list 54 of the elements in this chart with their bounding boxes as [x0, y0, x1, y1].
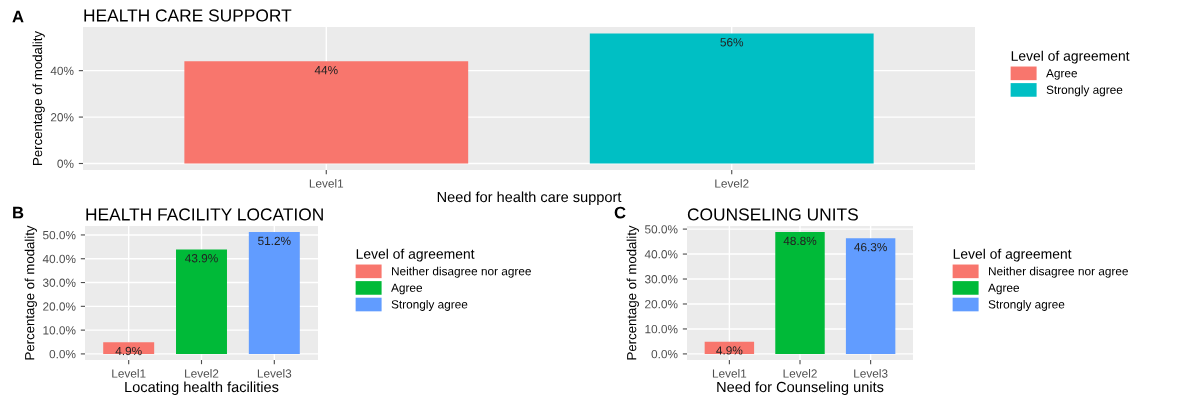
y-tick-label: 0.0% — [651, 349, 678, 359]
legend-title: Level of agreement — [356, 248, 475, 262]
y-tick-label: 30.0% — [644, 275, 678, 284]
legend-title: Level of agreement — [1011, 50, 1130, 64]
legend-label: Neither disagree nor agree — [989, 266, 1128, 278]
x-tick-label: Level1 — [712, 369, 747, 378]
x-axis-title: Need for Counseling units — [717, 381, 884, 396]
x-tick-label: Level1 — [112, 369, 146, 378]
x-tick-label: Level3 — [854, 369, 888, 378]
chart-title: COUNSELING UNITS — [687, 208, 858, 221]
data-label: 56% — [720, 38, 744, 47]
data-label: 46.3% — [854, 242, 887, 252]
y-axis-title: Percentage of modality — [24, 225, 37, 360]
data-label: 4.9% — [716, 346, 743, 355]
data-label: 44% — [314, 65, 338, 75]
text: C — [614, 206, 626, 219]
chart-title: HEALTH FACILITY LOCATION — [86, 208, 323, 221]
data-label: 48.8% — [783, 236, 817, 246]
y-tick-label: 20.0% — [43, 302, 76, 311]
y-tick-label: 50.0% — [644, 225, 678, 234]
y-axis-title: Percentage of modality — [626, 225, 639, 360]
legend-label: Agree — [988, 283, 1020, 295]
y-tick-label: 0% — [57, 159, 74, 168]
legend-label: Strongly agree — [988, 299, 1065, 311]
x-tick-label: Level3 — [257, 369, 292, 378]
x-tick-label: Level2 — [185, 369, 219, 378]
y-tick-label: 40.0% — [42, 254, 76, 264]
x-tick-label: Level1 — [309, 179, 344, 188]
y-axis-title: Percentage of modality — [32, 31, 45, 165]
legend-label: Strongly agree — [1046, 85, 1123, 97]
x-tick-label: Level2 — [783, 369, 817, 378]
chart-title: HEALTH CARE SUPPORT — [84, 9, 292, 22]
data-label: 43.9% — [185, 254, 218, 263]
y-tick-label: 50.0% — [42, 230, 76, 240]
legend-label: Agree — [391, 283, 423, 295]
text: B — [13, 206, 24, 219]
y-tick-label: 40.0% — [644, 250, 678, 259]
y-tick-label: 30.0% — [42, 278, 76, 287]
legend-label: Strongly agree — [391, 299, 468, 311]
x-tick-label: Level2 — [715, 179, 749, 188]
data-label: 51.2% — [258, 236, 291, 246]
data-label: 4.9% — [115, 346, 142, 356]
y-tick-label: 40% — [50, 66, 74, 76]
y-tick-label: 10.0% — [43, 326, 76, 335]
y-tick-label: 0.0% — [49, 349, 76, 359]
legend-title: Level of agreement — [953, 248, 1072, 262]
x-axis-title: Need for health care support — [437, 191, 622, 206]
x-axis-title: Locating health facilities — [125, 381, 279, 396]
y-tick-label: 10.0% — [645, 324, 678, 334]
y-tick-label: 20.0% — [645, 300, 678, 309]
legend-label: Agree — [1046, 69, 1078, 80]
legend-label: Neither disagree nor agree — [392, 266, 531, 278]
y-tick-label: 20% — [50, 113, 74, 122]
text: A — [12, 10, 24, 23]
